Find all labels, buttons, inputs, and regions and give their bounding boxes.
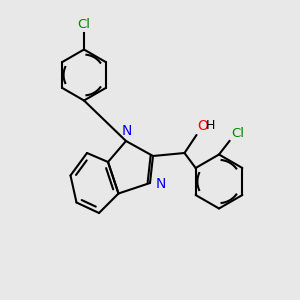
- Text: N: N: [155, 178, 166, 191]
- Text: Cl: Cl: [231, 127, 244, 140]
- Text: Cl: Cl: [77, 19, 91, 32]
- Text: N: N: [122, 124, 132, 138]
- Text: O: O: [197, 119, 208, 134]
- Text: H: H: [206, 119, 215, 132]
